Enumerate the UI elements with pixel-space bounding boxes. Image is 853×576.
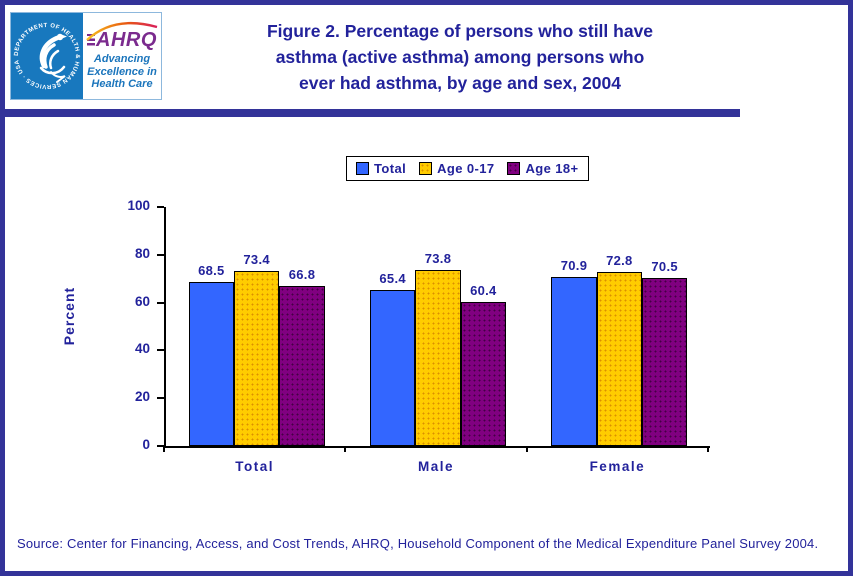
- hhs-seal: DEPARTMENT OF HEALTH & HUMAN SERVICES · …: [11, 13, 83, 99]
- bar-female-total: [551, 276, 597, 446]
- category-label-female: Female: [589, 459, 646, 474]
- ahrq-tagline: Advancing Excellence in Health Care: [87, 53, 157, 91]
- speed-lines-icon: [87, 33, 96, 47]
- y-tick: [157, 301, 164, 304]
- legend-item-3: Age 18+: [507, 161, 578, 176]
- plot-area: 68.5 73.4 66.8 65.4 73.8 60.4 70.9 72.8 70.5: [164, 207, 710, 448]
- bar-value-label: 70.9: [560, 257, 588, 273]
- bar-value-label: 73.8: [424, 250, 452, 266]
- y-tick: [157, 253, 164, 256]
- ahrq-hhs-logo: DEPARTMENT OF HEALTH & HUMAN SERVICES · …: [10, 12, 162, 100]
- bar-total-age18+: [279, 286, 325, 446]
- bar-total-age0-17: [234, 270, 280, 446]
- tagline-line: Advancing: [93, 53, 151, 65]
- bar-value-label: 66.8: [288, 267, 316, 283]
- y-tick-label: 0: [142, 437, 150, 452]
- legend-swatch-2: [419, 162, 433, 175]
- y-tick-label: 20: [134, 389, 150, 405]
- legend-item-2: Age 0-17: [419, 161, 494, 176]
- hhs-eagle-icon: DEPARTMENT OF HEALTH & HUMAN SERVICES · …: [14, 23, 80, 89]
- y-tick: [157, 397, 164, 400]
- bar-female-age18+: [642, 277, 688, 446]
- bar-value-label: 68.5: [198, 263, 225, 279]
- title-line-1: Figure 2. Percentage of persons who stil…: [266, 21, 654, 41]
- y-axis-label: Percent: [61, 286, 77, 346]
- legend-label-2: Age 0-17: [437, 161, 495, 176]
- bar-total-total: [188, 282, 234, 446]
- header-divider: [5, 109, 740, 117]
- tagline-line: Health Care: [91, 78, 153, 90]
- legend-swatch-3: [507, 162, 521, 175]
- x-tick: [163, 446, 165, 452]
- x-tick: [525, 446, 528, 452]
- bar-male-age18+: [460, 301, 506, 446]
- y-tick-label: 80: [134, 245, 150, 261]
- x-tick: [707, 446, 709, 452]
- rainbow-arc-icon: [86, 21, 158, 41]
- legend-label-3: Age 18+: [525, 161, 579, 176]
- legend-item-1: Total: [356, 161, 406, 176]
- y-tick: [157, 349, 164, 352]
- y-tick-label: 100: [127, 198, 150, 213]
- title-line-3: ever had asthma, by age and sex, 2004: [299, 73, 621, 93]
- legend-label-1: Total: [374, 161, 407, 176]
- eagle-beak: [60, 34, 67, 39]
- y-tick: [157, 206, 164, 208]
- bar-value-label: 65.4: [379, 270, 406, 286]
- bar-value-label: 60.4: [470, 282, 497, 298]
- ahrq-logo-panel: AHRQ Advancing Excellence in Health Care: [83, 13, 161, 99]
- x-tick: [344, 446, 347, 452]
- ahrq-wordmark: AHRQ: [87, 30, 157, 50]
- title-line-2: asthma (active asthma) among persons who: [275, 47, 645, 67]
- figure-title: Figure 2. Percentage of persons who stil…: [155, 18, 765, 96]
- y-tick: [157, 445, 164, 447]
- bar-male-total: [370, 289, 416, 446]
- bar-male-age0-17: [415, 269, 461, 446]
- bar-value-label: 70.5: [651, 258, 678, 274]
- bar-female-age0-17: [596, 272, 642, 446]
- ahrq-acronym: AHRQ: [96, 29, 157, 51]
- legend-swatch-1: [356, 162, 369, 175]
- y-tick-label: 60: [134, 293, 150, 309]
- tagline-line: Excellence in: [87, 65, 157, 78]
- source-note: Source: Center for Financing, Access, an…: [17, 536, 819, 551]
- category-label-male: Male: [417, 459, 454, 474]
- bar-value-label: 72.8: [606, 253, 633, 268]
- eagle-wing-strokes: [39, 35, 66, 83]
- category-label-total: Total: [235, 459, 275, 474]
- y-tick-label: 40: [134, 341, 150, 357]
- bar-value-label: 73.4: [243, 251, 270, 267]
- chart-legend: Total Age 0-17 Age 18+: [346, 156, 589, 181]
